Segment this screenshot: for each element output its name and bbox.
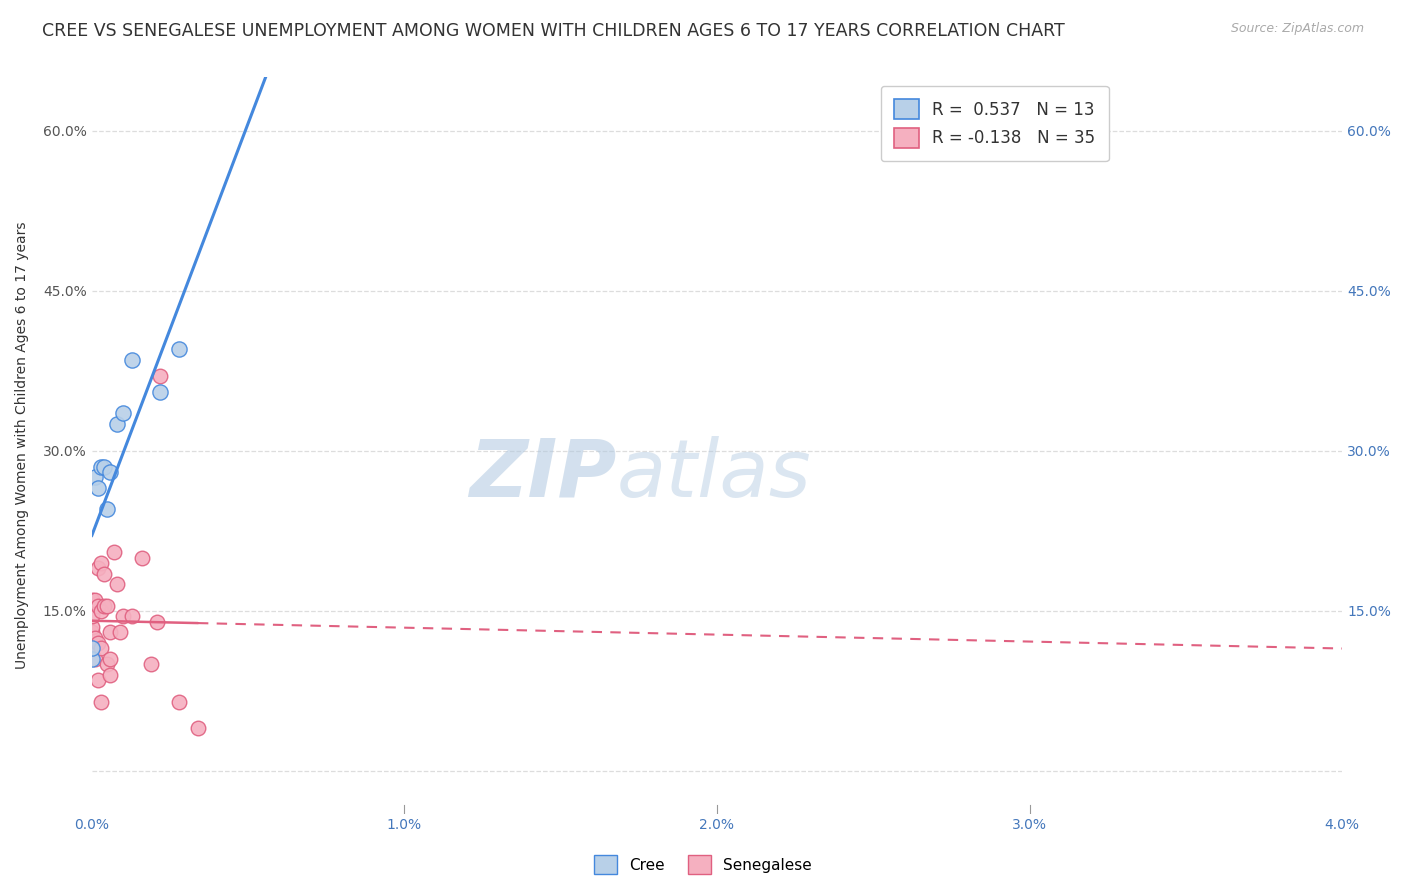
Point [103,545,125,559]
Point [105,417,128,432]
Text: Source: ZipAtlas.com: Source: ZipAtlas.com [1230,22,1364,36]
Text: atlas: atlas [617,436,811,514]
Point [83,470,105,484]
Point [121,353,143,368]
Point [100,465,122,479]
Y-axis label: Unemployment Among Women with Children Ages 6 to 17 years: Unemployment Among Women with Children A… [15,222,30,669]
Point [149,369,172,384]
Point [105,577,128,591]
Point [100,652,122,666]
Point [83,652,105,666]
Point [87,636,110,650]
Point [80,609,103,624]
Point [96,657,118,672]
Point [90,604,112,618]
Point [111,407,134,421]
Point [93,566,115,581]
Point [80,652,103,666]
Point [80,620,103,634]
Point [100,625,122,640]
Point [90,641,112,656]
Point [80,641,103,656]
Point [121,609,143,624]
Point [167,343,190,357]
Point [93,599,115,613]
Point [90,694,112,708]
Point [149,385,172,400]
Point [80,625,103,640]
Point [87,673,110,688]
Point [87,481,110,495]
Point [100,668,122,682]
Point [93,459,115,474]
Legend: Cree, Senegalese: Cree, Senegalese [588,849,818,880]
Point [90,556,112,570]
Point [111,609,134,624]
Point [108,625,131,640]
Text: ZIP: ZIP [470,436,617,514]
Point [83,593,105,607]
Point [87,561,110,575]
Point [96,502,118,516]
Point [83,631,105,645]
Point [167,694,190,708]
Point [139,657,162,672]
Text: CREE VS SENEGALESE UNEMPLOYMENT AMONG WOMEN WITH CHILDREN AGES 6 TO 17 YEARS COR: CREE VS SENEGALESE UNEMPLOYMENT AMONG WO… [42,22,1064,40]
Point [187,721,209,735]
Point [87,599,110,613]
Point [80,641,103,656]
Point [96,599,118,613]
Point [90,459,112,474]
Point [80,593,103,607]
Point [131,550,153,565]
Legend: R =  0.537   N = 13, R = -0.138   N = 35: R = 0.537 N = 13, R = -0.138 N = 35 [880,86,1109,161]
Point [146,615,169,629]
Point [80,631,103,645]
